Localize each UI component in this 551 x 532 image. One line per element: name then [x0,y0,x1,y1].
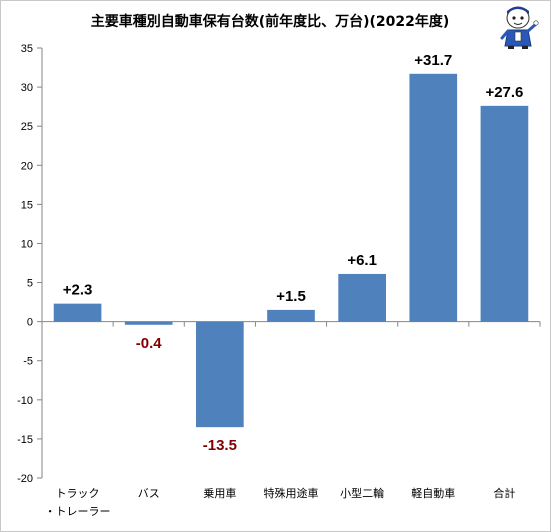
y-axis: 35 30 25 20 15 10 5 0 -5 -10 -15 -20 [17,43,43,485]
data-label: -13.5 [203,437,237,454]
bar [267,309,315,322]
bar [338,273,386,322]
x-tick-label: 乗用車 [203,486,236,500]
x-tick-label-line: 特殊用途車 [264,486,319,500]
y-tick-label: -5 [23,356,33,368]
x-tick-label: 特殊用途車 [264,486,319,500]
chart-title: 主要車種別自動車保有台数(前年度比、万台)(2022年度) [91,13,450,30]
data-label: -0.4 [136,335,163,352]
x-tick-label-line: 合計 [493,486,515,500]
y-tick-label: -20 [17,473,33,485]
data-label: +27.6 [485,84,523,101]
bar [409,73,458,322]
data-labels: +2.3 -0.4 -13.5 +1.5 +6.1 +31.7 +27.6 [63,52,524,454]
x-tick-label-line: 乗用車 [203,486,236,500]
x-axis: トラック・トレーラー バス 乗用車 特殊用途車 小型二輪 軽自動車 合計 [41,321,541,518]
bars [53,73,529,428]
x-tick-label-line: 軽自動車 [411,486,455,500]
x-tick-label-line: 小型二輪 [340,486,384,500]
x-tick-label: トラック・トレーラー [45,487,111,518]
x-tick-label: 小型二輪 [340,486,384,500]
x-tick-label-line: バス [138,487,160,500]
bar [53,303,102,322]
bar [196,321,244,428]
x-tick-label-line: ・トレーラー [45,505,111,518]
data-label: +6.1 [347,252,377,269]
y-tick-label: 10 [21,238,33,250]
bar [480,105,529,322]
x-tick-label: バス [138,487,160,500]
x-tick-label-line: トラック [56,487,100,500]
data-label: +1.5 [276,288,306,305]
y-tick-label: 30 [21,82,33,94]
y-tick-label: 20 [21,160,33,172]
data-label: +31.7 [414,52,452,69]
data-label: +2.3 [63,282,93,299]
y-tick-label: 25 [21,121,33,133]
x-tick-label: 合計 [493,486,515,500]
bar [124,321,173,325]
mascot-icon [500,6,539,49]
y-tick-label: -10 [17,395,33,407]
y-tick-label: 15 [21,199,33,211]
y-tick-label: 35 [21,43,33,55]
y-tick-label: 5 [27,278,33,290]
y-tick-label: -15 [17,434,33,446]
x-tick-label: 軽自動車 [411,486,455,500]
y-tick-label: 0 [27,317,33,329]
